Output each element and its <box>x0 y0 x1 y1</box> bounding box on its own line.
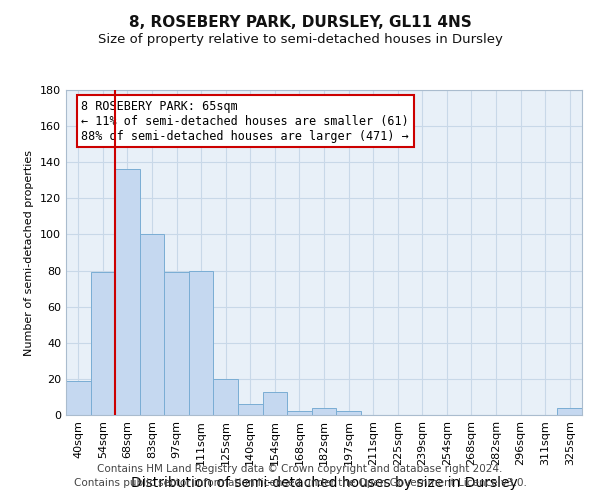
Bar <box>214 379 238 415</box>
Bar <box>312 408 336 415</box>
Text: 8 ROSEBERY PARK: 65sqm
← 11% of semi-detached houses are smaller (61)
88% of sem: 8 ROSEBERY PARK: 65sqm ← 11% of semi-det… <box>82 100 409 142</box>
Text: Contains HM Land Registry data © Crown copyright and database right 2024.
Contai: Contains HM Land Registry data © Crown c… <box>74 464 526 487</box>
Bar <box>66 380 91 415</box>
Bar <box>557 408 582 415</box>
Bar <box>140 234 164 415</box>
Bar <box>189 270 214 415</box>
Bar <box>164 272 189 415</box>
X-axis label: Distribution of semi-detached houses by size in Dursley: Distribution of semi-detached houses by … <box>131 476 517 490</box>
Bar <box>287 412 312 415</box>
Bar <box>263 392 287 415</box>
Text: 8, ROSEBERY PARK, DURSLEY, GL11 4NS: 8, ROSEBERY PARK, DURSLEY, GL11 4NS <box>128 15 472 30</box>
Bar <box>115 170 140 415</box>
Text: Size of property relative to semi-detached houses in Dursley: Size of property relative to semi-detach… <box>98 32 502 46</box>
Bar <box>91 272 115 415</box>
Bar <box>238 404 263 415</box>
Bar <box>336 412 361 415</box>
Y-axis label: Number of semi-detached properties: Number of semi-detached properties <box>25 150 34 356</box>
